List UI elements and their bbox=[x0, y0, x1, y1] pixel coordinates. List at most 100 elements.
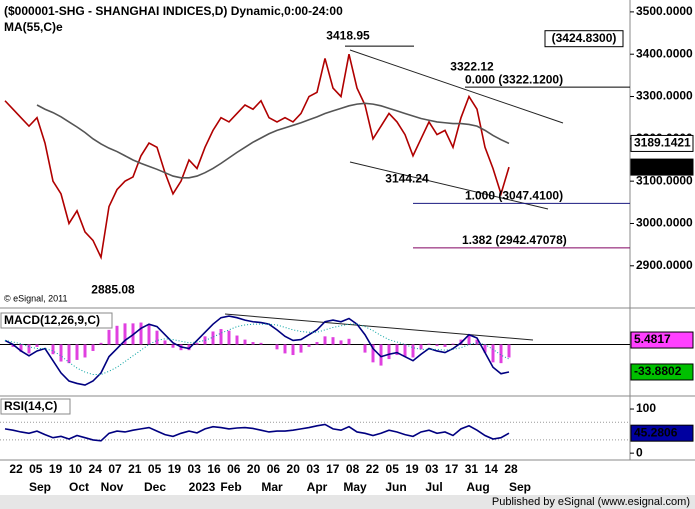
x-tick-label: 03 bbox=[425, 462, 439, 476]
histogram-bar bbox=[11, 344, 15, 347]
histogram-bar bbox=[187, 344, 191, 351]
histogram-bar bbox=[195, 342, 199, 345]
trendline bbox=[224, 313, 534, 341]
y-tick-label: 2900.0000 bbox=[636, 258, 693, 272]
month-label: 2023 bbox=[189, 480, 216, 494]
month-label: Apr bbox=[307, 480, 328, 494]
histogram-bar bbox=[251, 342, 255, 345]
ma-line bbox=[36, 102, 510, 179]
histogram-bar bbox=[451, 343, 455, 345]
x-tick-label: 05 bbox=[148, 462, 162, 476]
month-label: Sep bbox=[509, 480, 531, 494]
target-label: (3424.8300) bbox=[552, 31, 617, 45]
month-label: Nov bbox=[101, 480, 124, 494]
fib-label: 0.000 (3322.1200) bbox=[465, 72, 563, 86]
value-tag bbox=[630, 331, 694, 349]
price-label: 3322.12 bbox=[450, 59, 494, 73]
x-tick-label: 03 bbox=[306, 462, 320, 476]
histogram-bar bbox=[411, 344, 415, 358]
y-tick-label: 3400.0000 bbox=[636, 46, 693, 60]
x-tick-label: 19 bbox=[405, 462, 419, 476]
histogram-bar bbox=[475, 339, 479, 345]
x-tick-label: 03 bbox=[188, 462, 202, 476]
fib-label: 1.382 (2942.47078) bbox=[462, 233, 567, 247]
histogram-bar bbox=[107, 329, 111, 345]
histogram-bar bbox=[99, 342, 103, 345]
value-tag-label: -33.8802 bbox=[634, 364, 682, 378]
x-tick-label: 16 bbox=[207, 462, 221, 476]
trendline bbox=[349, 49, 564, 124]
fib-label: 1.000 (3047.4100) bbox=[465, 189, 563, 203]
histogram-bar bbox=[291, 344, 295, 356]
x-tick-label: 22 bbox=[366, 462, 380, 476]
x-tick-label: 24 bbox=[89, 462, 103, 476]
price-label: 3418.95 bbox=[326, 28, 370, 42]
price-label: 2885.08 bbox=[91, 282, 135, 296]
histogram-bar bbox=[75, 344, 79, 360]
x-tick-label: 20 bbox=[247, 462, 261, 476]
y-tick-label: 3500.0000 bbox=[636, 4, 693, 18]
histogram-bar bbox=[395, 344, 399, 356]
x-tick-label: 22 bbox=[9, 462, 23, 476]
histogram-bar bbox=[27, 344, 31, 354]
histogram-bar bbox=[315, 342, 319, 345]
histogram-bar bbox=[347, 338, 351, 345]
histogram-bar bbox=[499, 344, 503, 364]
trendline bbox=[349, 161, 549, 210]
month-label: Aug bbox=[466, 480, 489, 494]
histogram-bar bbox=[19, 344, 23, 352]
value-tag-label: 3189.1421 bbox=[634, 136, 691, 150]
histogram-bar bbox=[363, 344, 367, 353]
pane-title: ($000001-SHG - SHANGHAI INDICES,D) Dynam… bbox=[4, 4, 343, 18]
legend-entry: MA(55,C)e bbox=[4, 20, 63, 34]
month-label: Mar bbox=[261, 480, 283, 494]
footer-bar bbox=[0, 495, 695, 509]
x-tick-label: 06 bbox=[227, 462, 241, 476]
x-tick-label: 17 bbox=[326, 462, 340, 476]
histogram-bar bbox=[35, 344, 39, 347]
month-label: Oct bbox=[69, 480, 89, 494]
x-tick-label: 31 bbox=[465, 462, 479, 476]
histogram-bar bbox=[491, 344, 495, 363]
x-tick-label: 17 bbox=[445, 462, 459, 476]
month-label: Jul bbox=[425, 480, 442, 494]
value-tag bbox=[630, 363, 694, 381]
histogram-bar bbox=[227, 330, 231, 345]
histogram-bar bbox=[123, 323, 127, 345]
value-tag-label: 45.2806 bbox=[634, 425, 678, 439]
y-tick-label: 0 bbox=[636, 445, 643, 459]
histogram-bar bbox=[259, 342, 263, 345]
month-label: May bbox=[343, 480, 367, 494]
histogram-bar bbox=[171, 344, 175, 348]
histogram-bar bbox=[435, 344, 439, 347]
x-tick-label: 19 bbox=[49, 462, 63, 476]
x-tick-label: 19 bbox=[168, 462, 182, 476]
x-tick-label: 06 bbox=[267, 462, 281, 476]
histogram-bar bbox=[91, 344, 95, 351]
histogram-bar bbox=[211, 331, 215, 345]
histogram-bar bbox=[139, 322, 143, 345]
histogram-bar bbox=[51, 344, 55, 355]
pane-title: RSI(14,C) bbox=[4, 399, 57, 413]
histogram-bar bbox=[371, 344, 375, 363]
histogram-bar bbox=[467, 334, 471, 345]
title-box bbox=[1, 4, 378, 19]
month-label: Jun bbox=[385, 480, 406, 494]
value-tag bbox=[630, 134, 694, 152]
histogram-bar bbox=[419, 344, 423, 350]
histogram-bar bbox=[387, 344, 391, 360]
y-tick-label: 100 bbox=[636, 401, 656, 415]
histogram-bar bbox=[299, 344, 303, 353]
series-line bbox=[4, 423, 510, 442]
x-tick-label: 08 bbox=[346, 462, 360, 476]
pane-title: MACD(12,26,9,C) bbox=[4, 313, 100, 327]
histogram-bar bbox=[339, 340, 343, 345]
histogram-bar bbox=[379, 344, 383, 366]
value-tag-label: 3133.2466 bbox=[634, 159, 691, 173]
x-tick-label: 10 bbox=[69, 462, 83, 476]
histogram-bar bbox=[203, 336, 207, 345]
x-tick-label: 21 bbox=[128, 462, 142, 476]
x-tick-label: 20 bbox=[287, 462, 301, 476]
histogram-bar bbox=[283, 344, 287, 354]
